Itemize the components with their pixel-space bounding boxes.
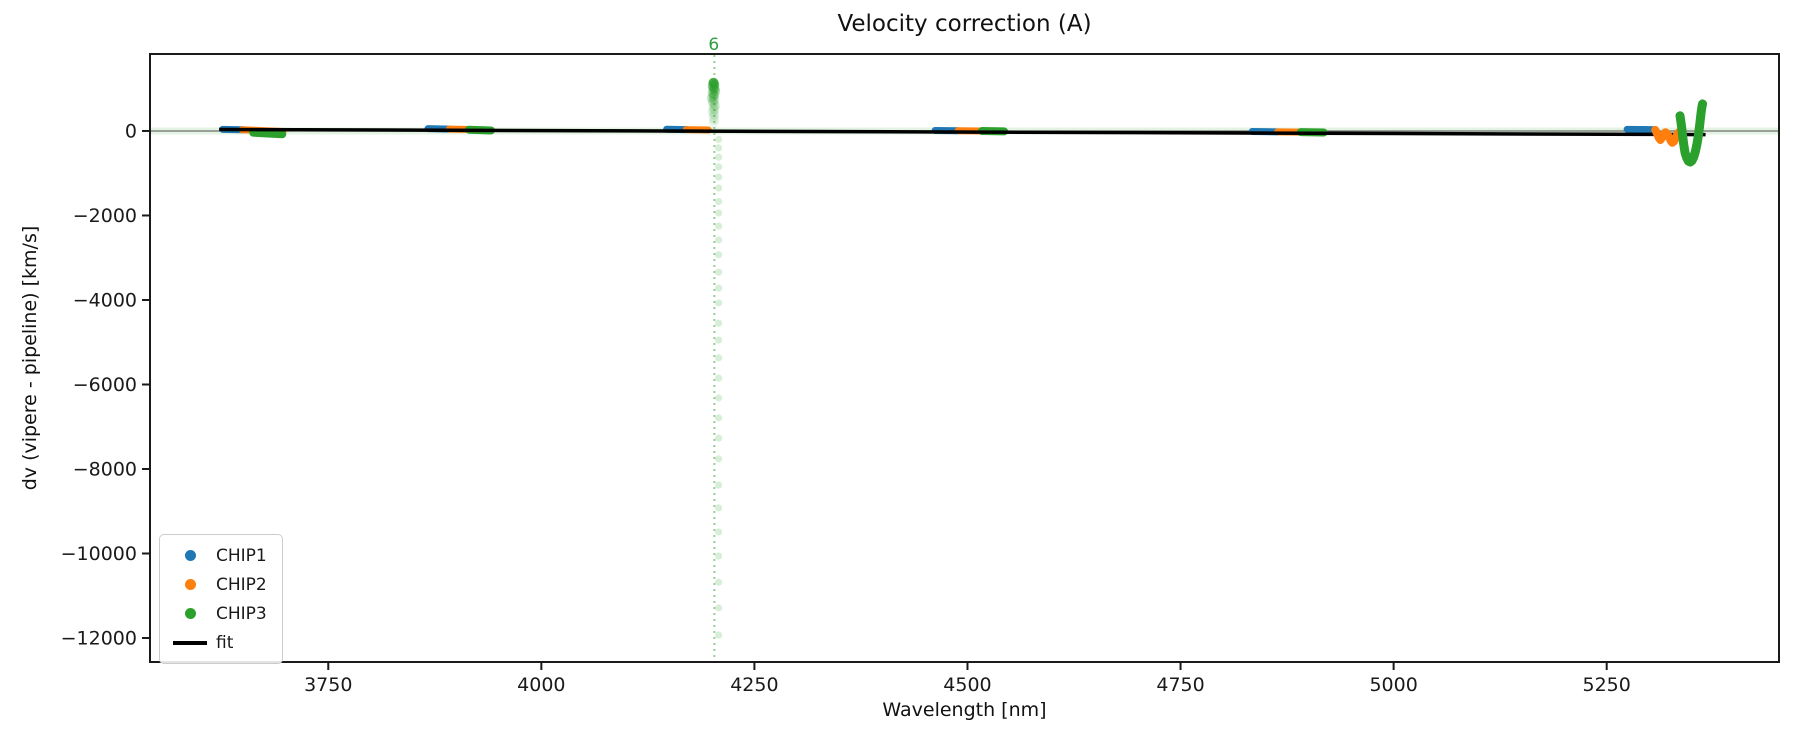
x-axis-label: Wavelength [nm] [882, 699, 1047, 721]
outlier-blob-point [708, 91, 719, 102]
legend-label: CHIP2 [216, 574, 267, 595]
chip2-marker-icon [170, 579, 210, 590]
outlier-trail-point [715, 144, 723, 152]
order-number-annotation: 6 [708, 35, 720, 55]
y-tick-label: −2000 [73, 205, 137, 227]
outlier-trail-point [715, 319, 723, 327]
outlier-trail-point [715, 434, 723, 442]
outlier-trail-point [715, 135, 723, 144]
y-tick-label: −8000 [73, 459, 137, 481]
outlier-trail-point [715, 236, 723, 244]
outlier-trail-point [715, 153, 723, 161]
x-tick-label: 4750 [1156, 674, 1204, 696]
outlier-blob-point [707, 87, 718, 98]
outlier-blob-point [708, 102, 719, 113]
outlier-trail-point [715, 163, 723, 171]
outlier-trail-point [715, 197, 723, 206]
chip1-marker-icon [170, 550, 210, 561]
outlier-trail-point [715, 374, 723, 382]
outlier-blob-point [709, 114, 720, 125]
outlier-trail-point [715, 222, 723, 230]
outlier-trail-point [715, 209, 723, 217]
outlier-blob-point [709, 89, 720, 100]
outlier-blob-point [709, 94, 720, 105]
outlier-trail-point [715, 268, 723, 276]
outlier-blob-point [707, 81, 718, 92]
legend-label: fit [216, 632, 234, 653]
fit-line-icon [170, 640, 210, 645]
outlier-trail-point [715, 394, 723, 402]
outlier-trail-point [715, 578, 723, 586]
fit-line [219, 127, 1706, 137]
x-tick-label: 5000 [1369, 674, 1417, 696]
legend-item-fit: fit [170, 628, 272, 657]
legend-swatch [184, 550, 196, 561]
outlier-trail-point [715, 552, 723, 560]
outlier-trail-point [715, 336, 723, 344]
outlier-blob-point [710, 100, 721, 111]
outlier-blob-point [708, 98, 719, 109]
outlier-blob-point [707, 96, 718, 107]
x-tick-label: 4000 [517, 674, 565, 696]
outlier-trail-point [715, 299, 723, 307]
legend-item-chip1: CHIP1 [170, 541, 272, 570]
chart-title: Velocity correction (A) [837, 11, 1092, 37]
outlier-blob-point [709, 82, 720, 93]
y-tick-label: −4000 [73, 289, 137, 311]
outlier-blob-point [708, 112, 719, 123]
outlier-trail-point [715, 354, 723, 362]
outlier-blob-point [708, 117, 719, 128]
outlier-blob-point [708, 84, 719, 95]
outlier-trail-point [715, 173, 723, 181]
y-tick-label: −6000 [73, 374, 137, 396]
legend-swatch [184, 608, 196, 619]
outlier-trail-point [715, 504, 723, 512]
y-tick-label: −10000 [61, 543, 137, 565]
y-tick-label: −12000 [61, 628, 137, 650]
outlier-trail-point [715, 284, 723, 292]
outlier-trail-point [715, 528, 723, 536]
legend-swatch [184, 579, 196, 590]
outlier-trail-point [715, 604, 723, 612]
chip3-segment [249, 128, 287, 139]
outlier-blob-point [707, 106, 718, 117]
x-tick-label: 4500 [943, 674, 991, 696]
outlier-trail-point [715, 251, 723, 259]
x-tick-label: 5250 [1583, 674, 1631, 696]
outlier-trail-point [715, 455, 723, 463]
legend-swatch [173, 640, 207, 645]
outlier-blob-point [706, 93, 717, 104]
y-axis-label: dv (vipere - pipeline) [km/s] [19, 225, 41, 491]
chip3-v-curve [1675, 99, 1708, 167]
outlier-blob-point [709, 104, 720, 115]
outlier-trail-point [715, 414, 723, 422]
outlier-trail-point [715, 481, 723, 489]
plot-spines [149, 53, 1780, 663]
x-tick-label: 3750 [304, 674, 352, 696]
x-tick-label: 4250 [730, 674, 778, 696]
chip2-wave-curve [1651, 125, 1684, 147]
legend-item-chip3: CHIP3 [170, 599, 272, 628]
outlier-trail-point [715, 631, 723, 639]
y-tick-label: 0 [125, 120, 137, 142]
legend-item-chip2: CHIP2 [170, 570, 272, 599]
chip3-marker-icon [170, 608, 210, 619]
legend: CHIP1 CHIP2 CHIP3 fit [159, 534, 283, 664]
outlier-blob-point [710, 85, 721, 96]
outlier-blob-point [709, 109, 720, 120]
outlier-trail-point [715, 184, 723, 192]
legend-label: CHIP1 [216, 545, 267, 566]
legend-label: CHIP3 [216, 603, 267, 624]
